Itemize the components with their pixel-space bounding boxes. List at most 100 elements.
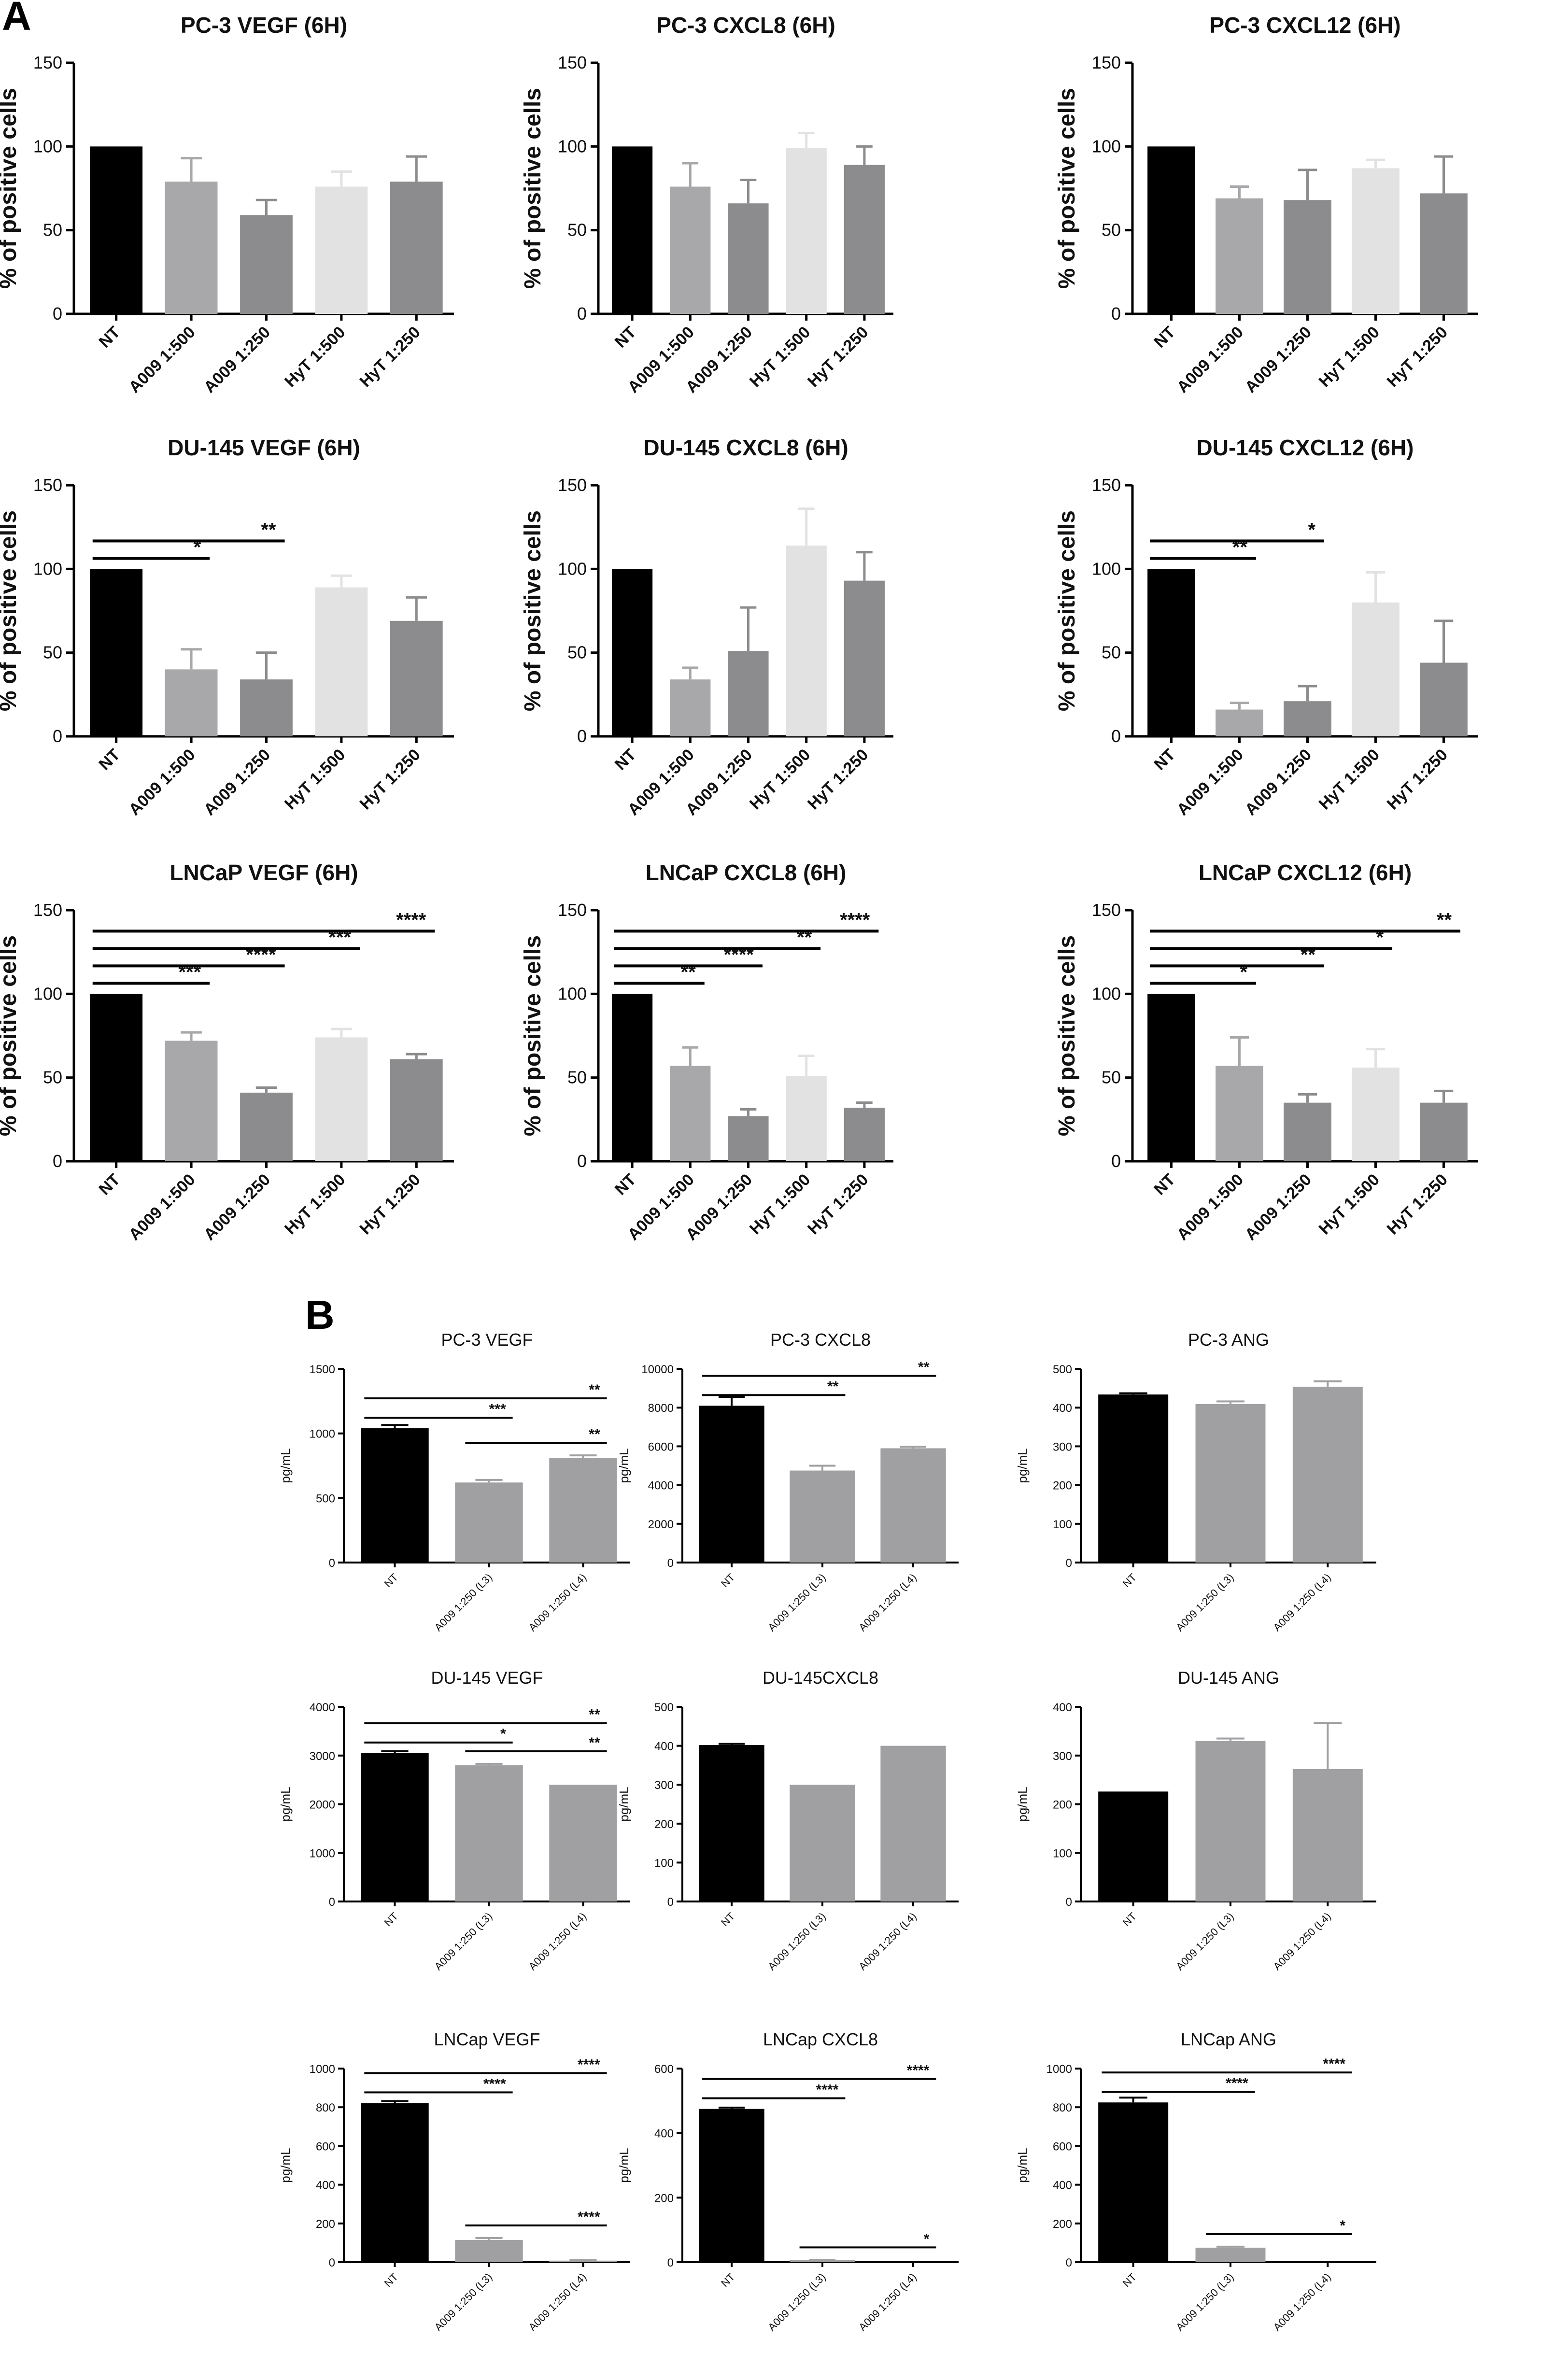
chart-1: PC-3 VEGF (6H) % of positive cells 0 50 100 1… — [0, 13, 454, 396]
y-tick-label: 100 — [1092, 984, 1121, 1003]
bar-4 — [786, 1076, 827, 1161]
chart-13: DU-145 VEGF pg/mL 0 1000 2000 3000 4000 NT A009 … — [278, 1668, 630, 1972]
significance-label: **** — [396, 909, 426, 930]
significance-label: ** — [589, 1382, 600, 1398]
bar-1 — [90, 569, 143, 736]
chart-15: DU-145 ANG pg/mL 0 100 200 300 400 NT A009 1:250… — [1015, 1668, 1376, 1972]
bar-3 — [880, 1448, 946, 1563]
y-axis-label: pg/mL — [278, 1787, 293, 1821]
chart-title: DU-145 VEGF — [431, 1668, 543, 1688]
chart-title: PC-3 ANG — [1188, 1330, 1269, 1350]
significance-label: **** — [578, 2209, 600, 2225]
chart-7: LNCaP VEGF (6H) % of positive cells 0 50 100… — [0, 860, 454, 1244]
y-tick-label: 50 — [1102, 1068, 1121, 1087]
y-axis-label: pg/mL — [278, 2148, 293, 2183]
chart-title: PC-3 CXCL8 (6H) — [656, 13, 835, 38]
bar-1 — [361, 1753, 429, 1901]
y-tick-label: 600 — [1053, 2140, 1072, 2153]
bar-4 — [315, 186, 368, 314]
bar-5 — [844, 165, 885, 314]
x-tick-label: A009 1:250 (L3) — [1173, 1571, 1236, 1634]
bar-3 — [240, 1092, 293, 1161]
x-tick-label: NT — [382, 2271, 400, 2289]
chart-title: DU-145 CXCL12 (6H) — [1197, 435, 1414, 460]
chart-8: LNCaP CXCL8 (6H) % of positive cells 0 50 10… — [520, 860, 893, 1244]
y-tick-label: 150 — [558, 475, 587, 495]
x-tick-label: HyT 1:500 — [746, 1170, 814, 1238]
chart-18: LNCap ANG pg/mL 0 200 400 600 800 1000 NT A009 1:… — [1015, 2029, 1376, 2333]
bar-3 — [549, 2260, 617, 2262]
y-tick-label: 200 — [1053, 1799, 1072, 1812]
y-tick-label: 800 — [1053, 2101, 1072, 2114]
bar-3 — [549, 1458, 617, 1563]
significance-label: **** — [1226, 2075, 1248, 2091]
bar-2 — [1195, 1741, 1266, 1901]
x-tick-label: HyT 1:500 — [1315, 1170, 1383, 1238]
chart-12: PC-3 ANG pg/mL 0 100 200 300 400 500 NT A009 1:25… — [1015, 1330, 1376, 1634]
y-tick-label: 100 — [558, 559, 587, 578]
y-tick-label: 400 — [654, 1740, 674, 1753]
bar-2 — [670, 1066, 711, 1161]
x-tick-label: A009 1:250 — [1242, 746, 1315, 819]
bar-5 — [390, 182, 443, 314]
x-tick-label: A009 1:500 — [125, 323, 199, 397]
y-tick-label: 400 — [1053, 1402, 1072, 1415]
x-tick-label: A009 1:250 (L4) — [1271, 1571, 1333, 1634]
y-tick-label: 800 — [316, 2101, 335, 2114]
bar-5 — [844, 1108, 885, 1161]
bar-3 — [1284, 200, 1331, 314]
y-tick-label: 4000 — [310, 1701, 335, 1714]
y-tick-label: 200 — [654, 2192, 674, 2205]
bar-5 — [1420, 1102, 1468, 1161]
bar-2 — [1195, 2247, 1266, 2262]
bar-1 — [612, 146, 653, 314]
x-tick-label: NT — [95, 323, 124, 352]
y-tick-label: 600 — [654, 2063, 674, 2076]
y-tick-label: 50 — [1102, 220, 1121, 240]
y-tick-label: 0 — [1066, 1896, 1072, 1909]
x-tick-label: NT — [1150, 323, 1179, 352]
y-tick-label: 1500 — [310, 1363, 335, 1376]
chart-title: LNCap VEGF — [434, 2029, 540, 2049]
y-tick-label: 100 — [33, 559, 62, 578]
bar-3 — [728, 203, 769, 314]
x-tick-label: NT — [719, 2271, 737, 2289]
chart-title: PC-3 VEGF — [441, 1330, 533, 1350]
y-tick-label: 500 — [316, 1492, 335, 1505]
y-tick-label: 200 — [1053, 2218, 1072, 2231]
y-tick-label: 0 — [329, 1557, 335, 1570]
y-tick-label: 2000 — [648, 1518, 674, 1531]
y-tick-label: 200 — [654, 1818, 674, 1831]
x-tick-label: HyT 1:250 — [804, 1170, 872, 1238]
x-tick-label: HyT 1:250 — [356, 323, 424, 391]
chart-title: LNCaP VEGF (6H) — [170, 860, 358, 885]
bar-3 — [1292, 1386, 1363, 1563]
x-tick-label: A009 1:250 — [200, 323, 274, 397]
x-tick-label: NT — [382, 1571, 400, 1590]
x-tick-label: A009 1:250 (L4) — [526, 2271, 589, 2333]
significance-label: ** — [827, 1379, 839, 1394]
bar-2 — [165, 182, 218, 314]
y-tick-label: 50 — [43, 220, 62, 240]
chart-title: DU-145 VEGF (6H) — [168, 435, 360, 460]
y-tick-label: 4000 — [648, 1479, 674, 1493]
y-tick-label: 50 — [567, 1068, 587, 1087]
x-tick-label: NT — [719, 1571, 737, 1590]
y-axis-label: pg/mL — [617, 1787, 631, 1821]
bar-1 — [699, 2109, 764, 2262]
y-tick-label: 100 — [558, 984, 587, 1003]
y-tick-label: 0 — [577, 726, 587, 746]
chart-9: LNCaP CXCL12 (6H) % of positive cells 0 50 1… — [1054, 860, 1478, 1244]
x-tick-label: A009 1:250 (L3) — [765, 2271, 828, 2333]
y-tick-label: 0 — [667, 2256, 674, 2269]
y-tick-label: 1000 — [310, 1428, 335, 1441]
bar-1 — [361, 1428, 429, 1563]
x-tick-label: A009 1:250 (L4) — [856, 1910, 919, 1972]
x-tick-label: NT — [95, 1170, 124, 1199]
x-tick-label: HyT 1:500 — [746, 746, 814, 813]
y-axis-label: % of positive cells — [520, 935, 546, 1136]
y-tick-label: 400 — [1053, 2179, 1072, 2192]
bar-2 — [1216, 1066, 1263, 1161]
bar-1 — [1098, 2102, 1169, 2262]
y-tick-label: 400 — [316, 2179, 335, 2192]
